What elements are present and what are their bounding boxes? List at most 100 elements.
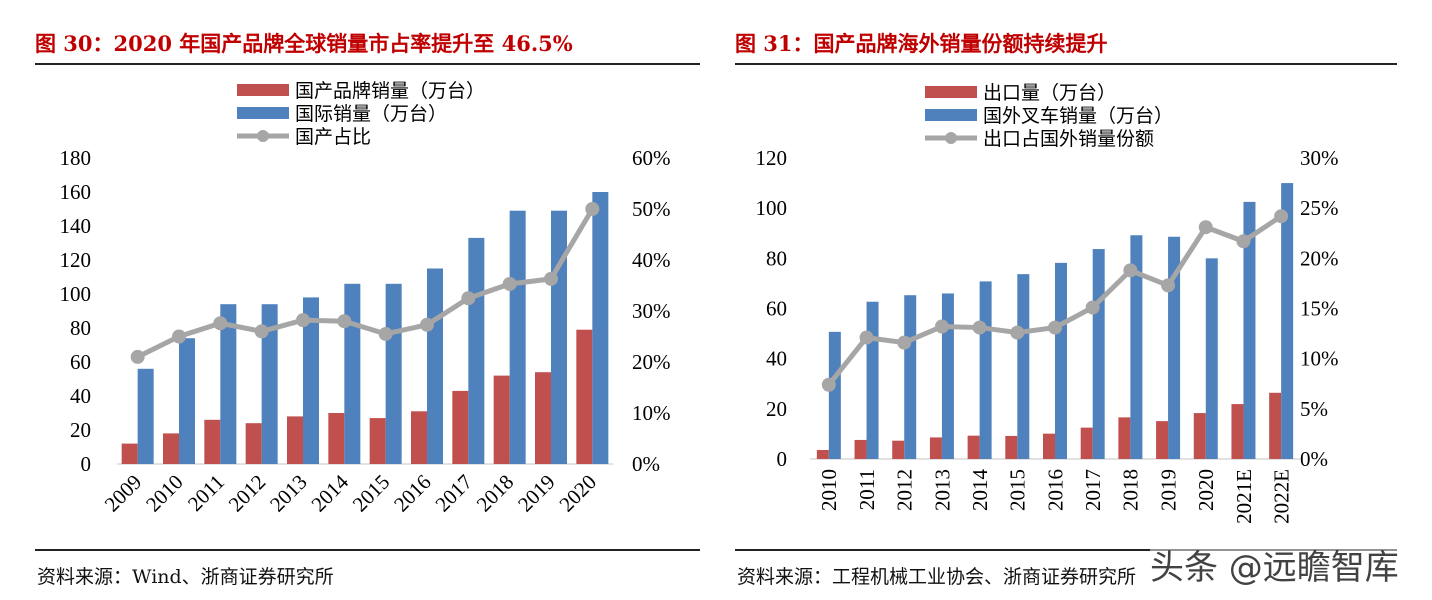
line-point — [1274, 209, 1289, 224]
x-tick-label: 2020 — [1194, 469, 1218, 511]
line-point — [296, 313, 310, 328]
watermark: 头条 @远瞻智库 — [1150, 540, 1399, 589]
y2-tick-label: 10% — [632, 401, 671, 425]
line-point — [585, 202, 600, 216]
x-tick-label: 2017 — [430, 470, 477, 517]
divider — [35, 63, 700, 65]
x-tick-label: 2019 — [1156, 469, 1180, 511]
bar-total — [385, 283, 402, 464]
bar-total — [979, 281, 992, 459]
y2-tick-label: 25% — [1300, 196, 1339, 220]
y-tick-label: 20 — [70, 418, 91, 442]
bar-total — [220, 304, 237, 464]
y-tick-label: 160 — [60, 180, 92, 204]
bar-total — [179, 338, 195, 464]
line-point — [461, 291, 476, 306]
y-tick-label: 0 — [777, 447, 788, 471]
chart-31-svg: 0 20 40 60 80 100 120 0% 5% 10% 15% 20% 25% 30% 2010 20… — [756, 82, 1339, 524]
line-point — [1123, 263, 1138, 278]
x-tick-label: 2019 — [513, 470, 560, 517]
legend-marker — [257, 130, 269, 142]
bar-domestic — [493, 375, 510, 464]
y-tick-label: 60 — [766, 297, 787, 321]
bar-domestic — [929, 437, 942, 459]
bar-domestic — [1043, 433, 1055, 459]
y-tick-label: 100 — [60, 282, 92, 306]
line-point — [1236, 234, 1251, 249]
divider — [35, 549, 700, 551]
divider — [735, 63, 1397, 65]
y2-tick-label: 15% — [1300, 297, 1339, 321]
line-point — [213, 316, 228, 331]
x-tick-label: 2013 — [930, 469, 954, 511]
x-tick-label: 2012 — [893, 469, 917, 511]
y2-tick-label: 0% — [1300, 447, 1328, 471]
x-tick-label: 2011 — [183, 470, 229, 516]
x-tick-label: 2017 — [1081, 469, 1105, 511]
bar-domestic — [535, 372, 551, 464]
source-note: 资料来源：Wind、浙商证券研究所 — [37, 566, 334, 588]
bar-domestic — [1193, 413, 1206, 459]
y2-tick-label: 30% — [1300, 146, 1339, 170]
x-tick-label: 2016 — [1043, 469, 1067, 511]
bar-domestic — [816, 449, 829, 459]
bar-total — [1243, 201, 1256, 460]
bar-total — [592, 192, 609, 464]
bar-domestic — [1005, 435, 1018, 459]
bar-total — [1168, 236, 1181, 459]
y2-tick-label: 30% — [632, 299, 671, 323]
legend-swatch — [925, 86, 977, 98]
bar-domestic — [163, 433, 179, 464]
y-tick-label: 80 — [766, 246, 787, 270]
bar-total — [828, 331, 841, 459]
bar-total — [551, 210, 567, 464]
line-point — [1161, 278, 1176, 293]
bar-domestic — [1080, 427, 1093, 459]
bar-domestic — [328, 413, 345, 464]
line-point — [934, 319, 949, 334]
y-tick-label: 80 — [70, 316, 91, 340]
line-point — [859, 330, 874, 345]
line-point — [972, 320, 987, 335]
y2-tick-label: 10% — [1300, 347, 1339, 371]
y-tick-label: 40 — [70, 384, 91, 408]
bar-total — [509, 210, 526, 464]
y2-tick-label: 50% — [632, 197, 671, 221]
bar-total — [344, 283, 361, 464]
line-point — [420, 317, 434, 332]
x-tick-label: 2021E — [1232, 469, 1256, 524]
bar-total — [1017, 274, 1030, 459]
figure-30: 图 30：2020 年国产品牌全球销量市占率提升至 46.5% 0 20 40 60 8… — [35, 0, 700, 600]
legend-label: 国外叉车销量（万台） — [983, 105, 1173, 127]
bar-total — [303, 297, 319, 464]
bar-total — [261, 304, 278, 464]
bar-total — [427, 268, 443, 464]
y-tick-label: 100 — [756, 196, 788, 220]
line-point — [544, 271, 558, 286]
line-point — [1085, 300, 1100, 315]
legend-label: 出口占国外销量份额 — [983, 128, 1154, 150]
bar-domestic — [1231, 404, 1244, 459]
y-tick-label: 120 — [756, 146, 788, 170]
y2-tick-label: 5% — [1300, 397, 1328, 421]
legend-label: 出口量（万台） — [983, 82, 1116, 104]
x-tick-label: 2010 — [141, 470, 188, 517]
y-tick-label: 180 — [60, 146, 92, 170]
bar-total — [137, 368, 154, 464]
y2-tick-label: 60% — [632, 146, 671, 170]
y-tick-label: 60 — [70, 350, 91, 374]
x-tick-label: 2011 — [855, 469, 879, 510]
bar-domestic — [892, 440, 905, 459]
bar-total — [1281, 183, 1294, 460]
y-tick-label: 140 — [60, 214, 92, 238]
bar-domestic — [854, 439, 867, 459]
y-tick-label: 120 — [60, 248, 92, 272]
bar-domestic — [576, 329, 593, 464]
legend-swatch — [237, 84, 289, 96]
bar-domestic — [452, 390, 469, 464]
x-tick-label: 2018 — [472, 470, 519, 517]
x-tick-label: 2009 — [100, 470, 147, 517]
bar-domestic — [121, 443, 138, 464]
bar-domestic — [369, 418, 386, 464]
y2-tick-label: 20% — [1300, 246, 1339, 270]
